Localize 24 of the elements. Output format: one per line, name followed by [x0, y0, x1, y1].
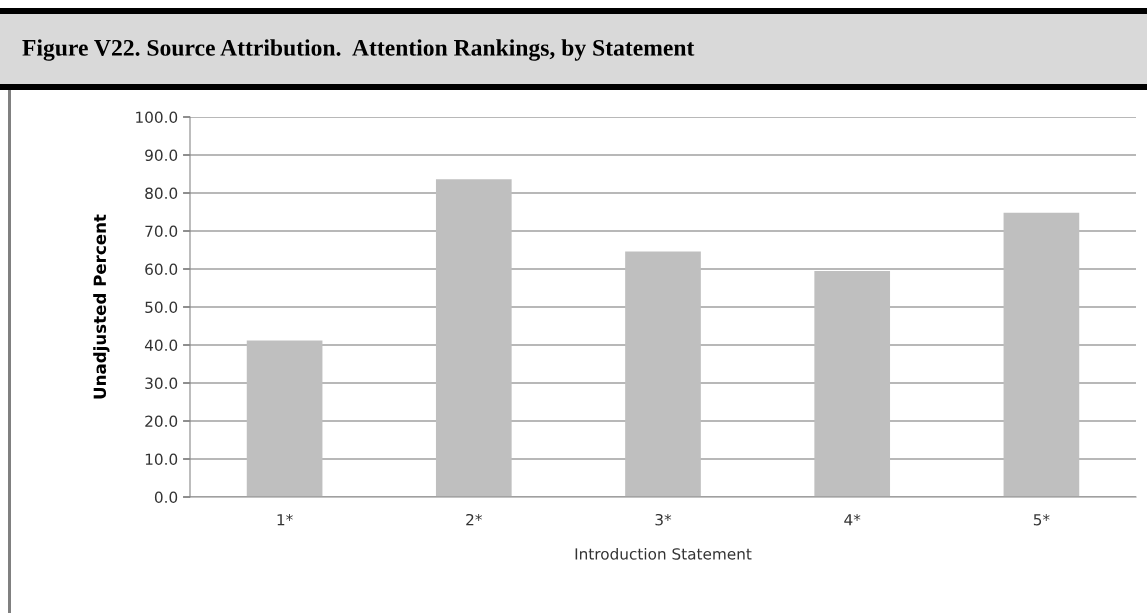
y-tick-label: 90.0	[145, 149, 178, 162]
x-tick-label: 3*	[655, 513, 672, 526]
chart-title: Figure V22. Source Attribution. Attention Rankings, by Statement	[22, 39, 695, 61]
y-tick-label: 40.0	[144, 339, 178, 352]
x-tick-label: 4*	[844, 513, 861, 526]
bar	[1003, 212, 1080, 497]
y-tick-label: 70.0	[145, 225, 178, 238]
x-axis-title: Introduction Statement	[575, 547, 752, 560]
x-tick-label: 1*	[277, 513, 293, 526]
x-tick-label: 2*	[466, 513, 483, 526]
y-tick-label: 50.0	[145, 301, 178, 314]
y-tick-label: 100.0	[136, 111, 178, 124]
bar	[246, 340, 323, 497]
y-tick-label: 80.0	[145, 187, 178, 200]
bar	[625, 251, 701, 497]
x-tick-label: 5*	[1033, 513, 1050, 526]
y-tick-label: 30.0	[145, 377, 178, 390]
y-tick-label: 0.0	[154, 491, 178, 504]
bar	[435, 179, 512, 497]
y-tick-label: 20.0	[145, 415, 178, 428]
y-tick-label: 60.0	[145, 263, 178, 276]
y-axis-title: Unadjusted Percent	[93, 214, 110, 399]
bar	[814, 270, 891, 497]
y-tick-label: 10.0	[145, 453, 178, 466]
